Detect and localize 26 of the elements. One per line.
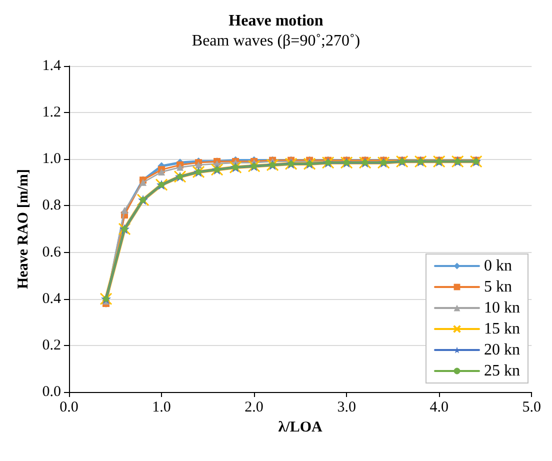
y-tick-label: 1.2	[42, 104, 61, 121]
y-axis-title: Heave RAO [m/m]	[16, 169, 32, 289]
point	[121, 206, 128, 214]
legend-label: 25 kn	[484, 362, 520, 380]
legend-label: 0 kn	[484, 258, 512, 274]
y-tick-label: 0.0	[42, 384, 61, 400]
y-tick-label: 0.6	[42, 244, 62, 260]
x-axis-title: λ/LOA	[278, 419, 322, 436]
y-tick-label: 1.4	[42, 58, 62, 74]
chart-subtitle: Beam waves (β=90˚;270˚)	[192, 32, 360, 50]
y-tick-label: 0.4	[42, 290, 62, 307]
y-tick-label: 1.0	[42, 151, 61, 168]
x-tick-label: 5.0	[522, 400, 541, 416]
y-tick-label: 0.8	[42, 198, 61, 214]
x-tick-label: 3.0	[337, 400, 356, 416]
x-tick-label: 0.0	[60, 400, 78, 416]
y-tick-label: 0.2	[42, 337, 61, 354]
legend-label: 5 kn	[484, 278, 512, 296]
point	[176, 164, 184, 171]
legend-label: 20 kn	[484, 342, 520, 358]
legend-label: 15 kn	[484, 320, 520, 338]
chart-title: Heave motion	[228, 12, 324, 30]
x-tick-label: 1.0	[152, 400, 171, 416]
legend-label: 10 kn	[484, 300, 520, 316]
x-tick-label: 2.0	[244, 400, 264, 416]
x-tick-label: 4.0	[430, 400, 448, 416]
